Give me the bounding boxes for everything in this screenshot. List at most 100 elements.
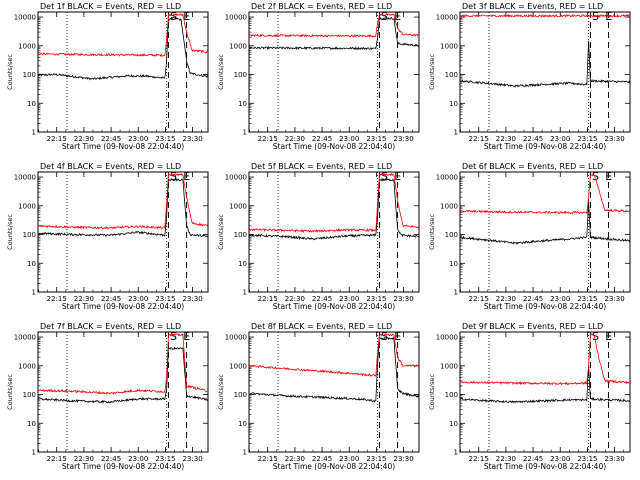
y-axis-label: Counts/sec [217, 374, 225, 410]
y-axis-label: Counts/sec [217, 214, 225, 250]
x-tick-label: 22:30 [285, 455, 305, 463]
x-tick-label: 22:45 [523, 135, 543, 143]
y-tick-label: 100 [445, 391, 458, 399]
panel-title: Det 1f BLACK = Events, RED = LLD [40, 2, 181, 11]
x-tick-label: 22:45 [312, 295, 332, 303]
x-tick-label: 22:30 [496, 455, 516, 463]
x-tick-label: 22:45 [101, 455, 121, 463]
lld-series-line [460, 333, 630, 386]
start-marker-label: S [170, 170, 177, 183]
y-axis-label: Counts/sec [6, 54, 14, 90]
x-tick-label: 23:30 [605, 295, 625, 303]
x-tick-label: 22:45 [523, 455, 543, 463]
x-tick-label: 22:15 [258, 135, 278, 143]
panel-title: Det 3f BLACK = Events, RED = LLD [462, 2, 603, 11]
x-tick-label: 22:15 [47, 135, 67, 143]
plot-frame [459, 331, 631, 453]
y-tick-label: 100 [23, 231, 36, 239]
x-tick-label: 23:30 [605, 135, 625, 143]
lld-series-line [460, 13, 630, 19]
end-marker-label: E [605, 330, 612, 343]
x-tick-label: 22:30 [285, 135, 305, 143]
x-tick-label: 22:30 [74, 295, 94, 303]
panel-4: Det 4f BLACK = Events, RED = LLD 1 10 100 10… [6, 162, 209, 311]
y-tick-label: 100 [234, 71, 247, 79]
y-tick-label: 1000 [440, 202, 458, 210]
events-series-line [249, 177, 419, 241]
x-tick-label: 23:30 [183, 295, 203, 303]
end-marker-label: E [183, 330, 190, 343]
start-marker-label: S [381, 10, 388, 23]
x-axis-label: Start Time (09-Nov-08 22:04:40) [62, 142, 184, 151]
y-tick-label: 1 [454, 289, 458, 297]
y-tick-label: 10 [238, 420, 247, 428]
x-axis-label: Start Time (09-Nov-08 22:04:40) [273, 302, 395, 311]
end-marker-label: E [605, 170, 612, 183]
x-tick-label: 22:15 [469, 135, 489, 143]
y-tick-label: 10000 [14, 14, 36, 22]
events-series-line [460, 200, 630, 245]
y-tick-label: 1 [32, 449, 36, 457]
panel-3: Det 3f BLACK = Events, RED = LLD 1 10 100 10… [428, 2, 631, 151]
panel-title: Det 8f BLACK = Events, RED = LLD [251, 322, 392, 331]
start-marker-label: S [170, 10, 177, 23]
lld-series-line [38, 173, 208, 230]
y-tick-label: 10 [449, 420, 458, 428]
panel-title: Det 7f BLACK = Events, RED = LLD [40, 322, 181, 331]
x-tick-label: 23:00 [339, 455, 359, 463]
y-tick-label: 10 [238, 100, 247, 108]
x-axis-label: Start Time (09-Nov-08 22:04:40) [484, 462, 606, 471]
x-tick-label: 23:00 [128, 295, 148, 303]
x-tick-label: 22:30 [74, 455, 94, 463]
x-tick-label: 23:30 [394, 295, 414, 303]
plot-frame [248, 331, 420, 453]
plot-frame [248, 11, 420, 133]
y-tick-label: 100 [234, 391, 247, 399]
x-tick-label: 23:15 [577, 455, 597, 463]
x-axis-label: Start Time (09-Nov-08 22:04:40) [484, 142, 606, 151]
plot-frame [459, 171, 631, 293]
y-tick-label: 100 [23, 71, 36, 79]
start-marker-label: S [592, 170, 599, 183]
x-tick-label: 22:30 [496, 135, 516, 143]
end-marker-label: E [394, 170, 401, 183]
y-tick-label: 1000 [440, 42, 458, 50]
x-tick-label: 23:00 [550, 295, 570, 303]
y-tick-label: 1000 [440, 362, 458, 370]
x-tick-label: 22:15 [47, 455, 67, 463]
events-series-line [249, 336, 419, 403]
panel-5: Det 5f BLACK = Events, RED = LLD 1 10 100 10… [217, 162, 420, 311]
y-tick-label: 10 [238, 260, 247, 268]
x-tick-label: 23:15 [155, 135, 175, 143]
y-tick-label: 10000 [14, 334, 36, 342]
y-tick-label: 10000 [436, 174, 458, 182]
y-tick-label: 1 [243, 289, 247, 297]
events-series-line [460, 364, 630, 404]
y-tick-label: 100 [445, 71, 458, 79]
end-marker-label: E [183, 10, 190, 23]
y-tick-label: 10000 [225, 334, 247, 342]
x-axis-label: Start Time (09-Nov-08 22:04:40) [273, 462, 395, 471]
x-tick-label: 22:15 [47, 295, 67, 303]
panel-1: Det 1f BLACK = Events, RED = LLD 1 10 100 10… [6, 2, 209, 151]
x-axis-label: Start Time (09-Nov-08 22:04:40) [62, 302, 184, 311]
x-tick-label: 23:15 [577, 135, 597, 143]
x-tick-label: 23:00 [339, 295, 359, 303]
x-tick-label: 23:00 [339, 135, 359, 143]
x-tick-label: 22:30 [496, 295, 516, 303]
y-tick-label: 100 [445, 231, 458, 239]
x-tick-label: 23:00 [128, 135, 148, 143]
x-tick-label: 23:30 [183, 455, 203, 463]
x-tick-label: 22:15 [469, 455, 489, 463]
lld-series-line [249, 13, 419, 39]
start-marker-label: S [381, 330, 388, 343]
y-tick-label: 1 [243, 449, 247, 457]
y-tick-label: 1000 [229, 202, 247, 210]
y-tick-label: 100 [23, 391, 36, 399]
x-tick-label: 22:15 [258, 295, 278, 303]
y-tick-label: 1 [32, 129, 36, 137]
y-tick-label: 1 [454, 129, 458, 137]
x-tick-label: 23:30 [605, 455, 625, 463]
y-tick-label: 10 [27, 420, 36, 428]
events-series-line [38, 16, 208, 81]
